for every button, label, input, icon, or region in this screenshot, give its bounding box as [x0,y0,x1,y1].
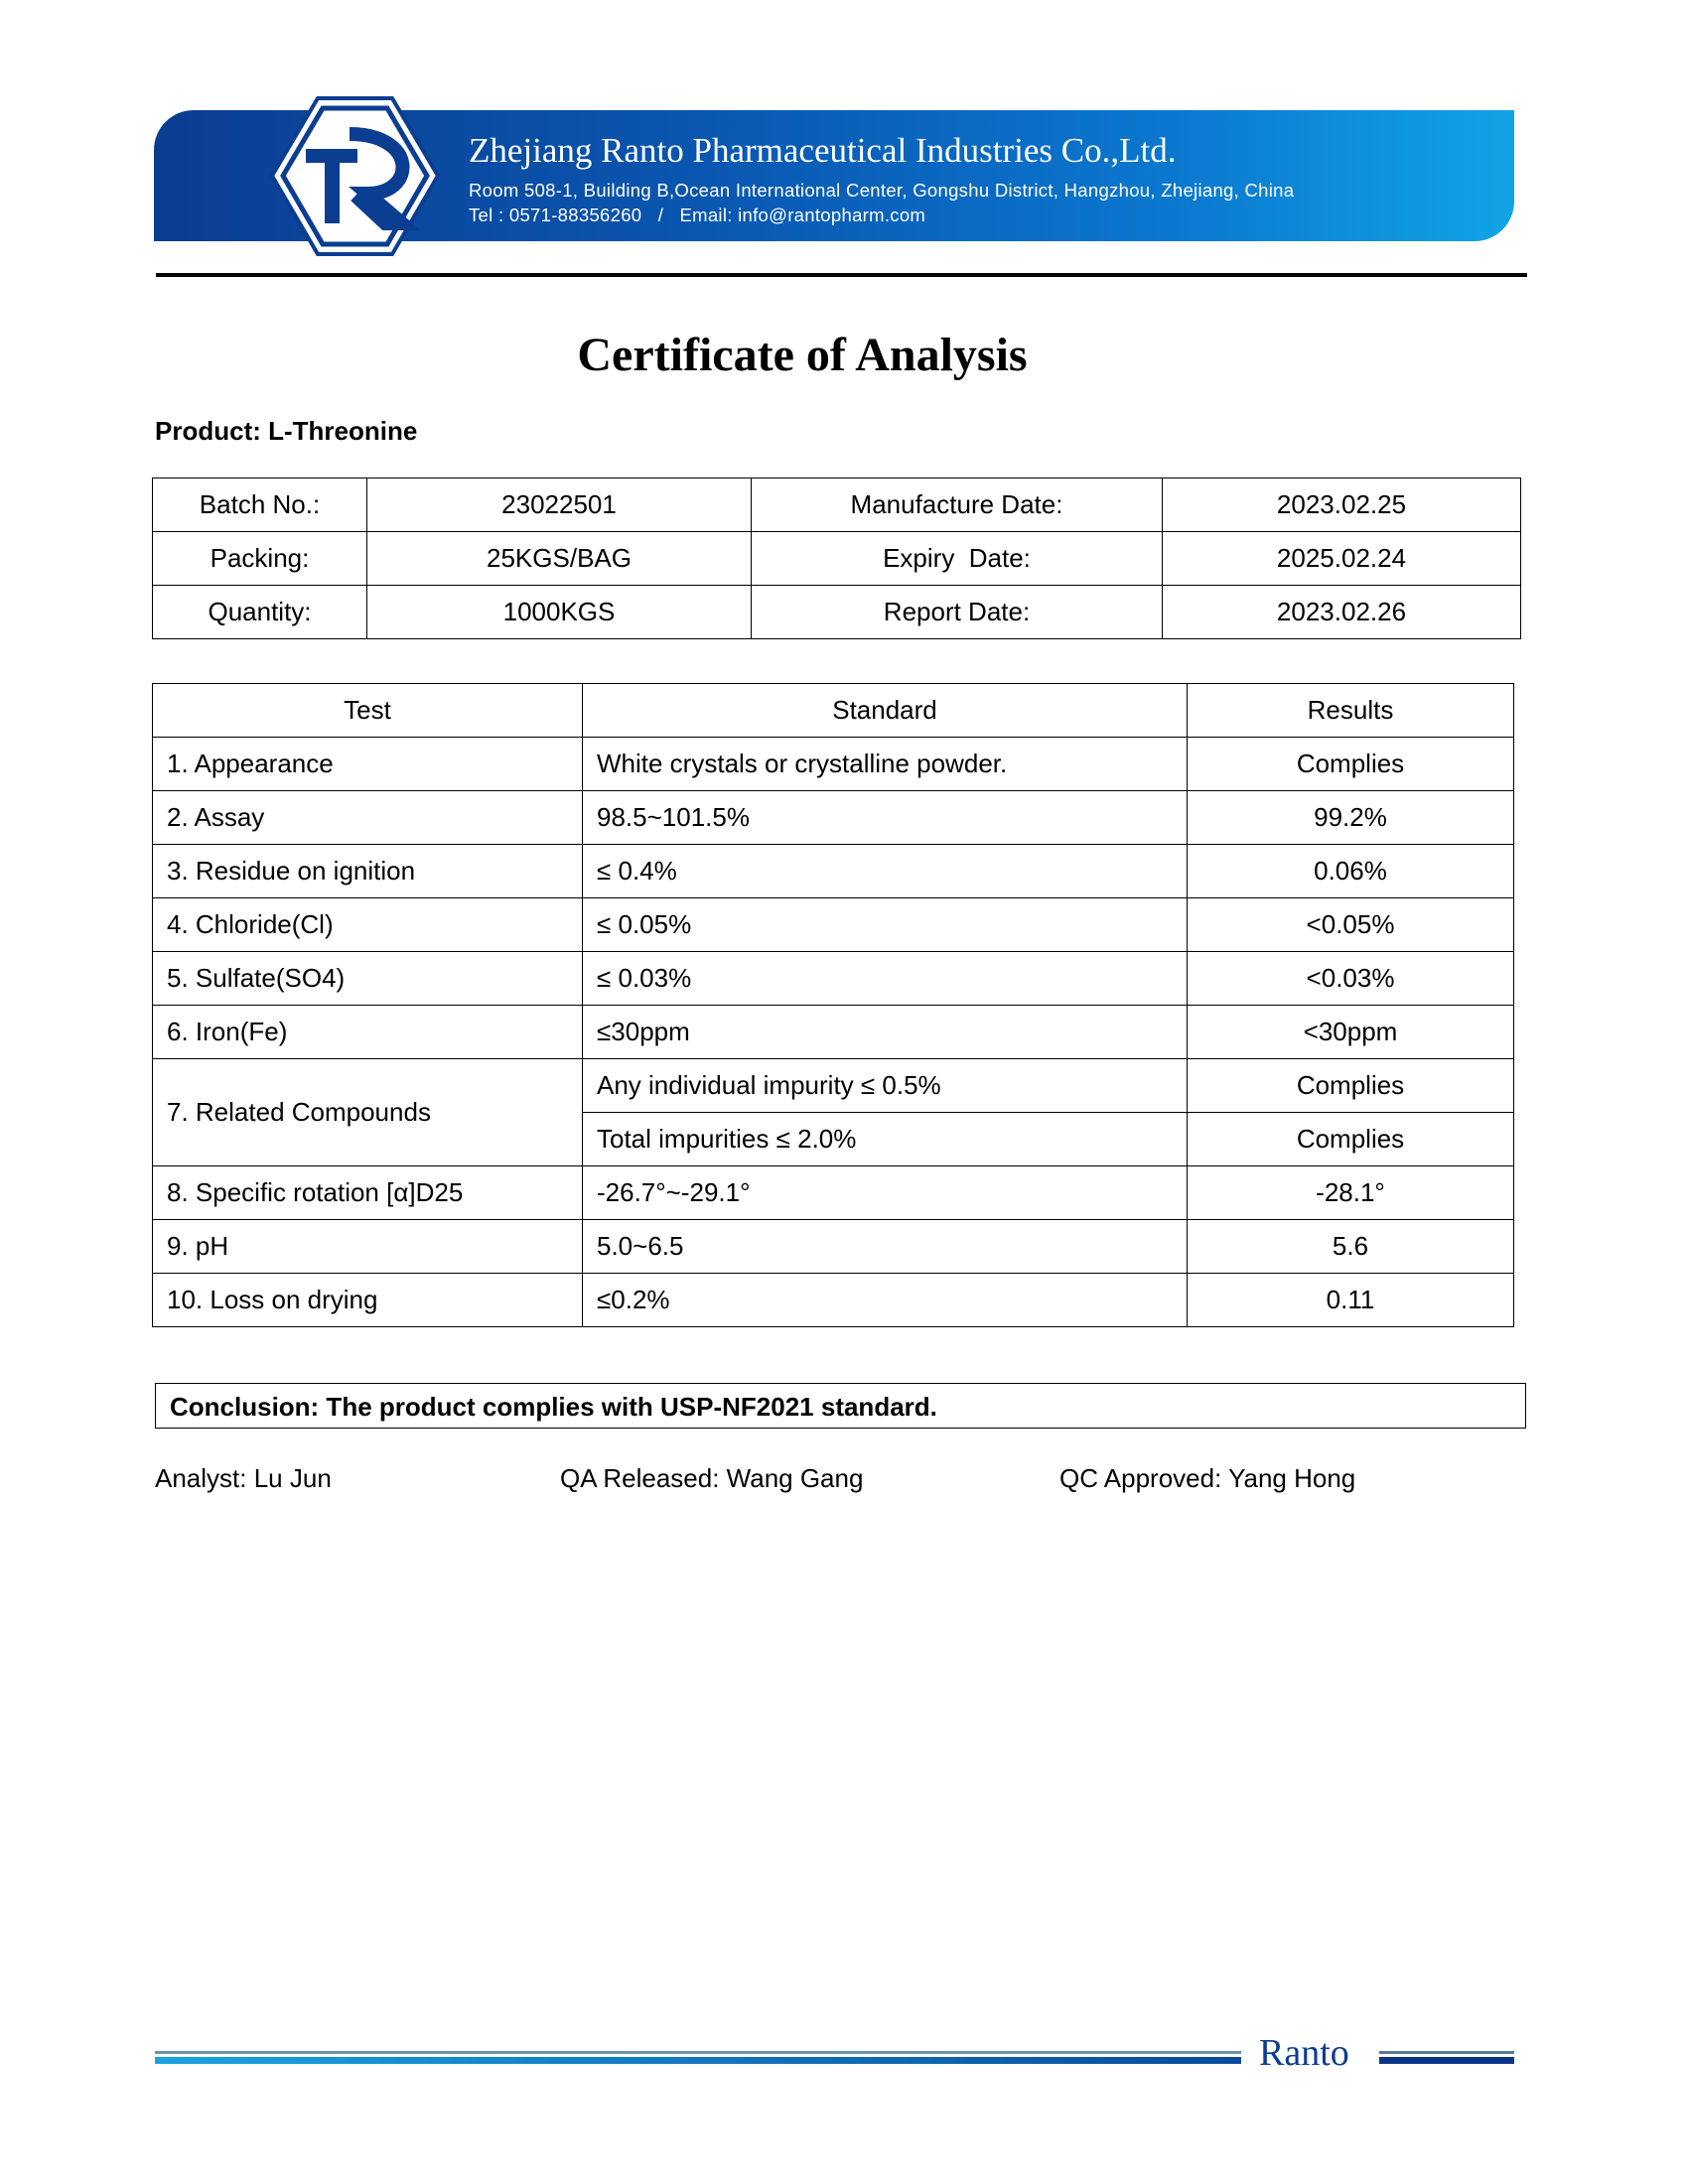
test-name: 8. Specific rotation [α]D25 [152,1165,583,1220]
table-row: 5. Sulfate(SO4) ≤ 0.03% <0.03% [152,951,1514,1006]
table-row: 10. Loss on drying ≤0.2% 0.11 [152,1273,1514,1327]
test-name: 4. Chloride(Cl) [152,897,583,952]
test-standard: ≤0.2% [582,1273,1188,1327]
info-label: Quantity: [152,585,367,639]
table-header-row: Test Standard Results [152,683,1514,738]
product-name: Product: L-Threonine [155,416,418,446]
footer-line [1379,2051,1514,2054]
test-standard: ≤ 0.05% [582,897,1188,952]
conclusion: Conclusion: The product complies with US… [155,1383,1526,1429]
table-row: 8. Specific rotation [α]D25 -26.7°~-29.1°… [152,1165,1514,1220]
info-value: 25KGS/BAG [366,531,752,586]
info-value: 2023.02.25 [1162,478,1521,532]
info-value: 23022501 [366,478,752,532]
table-row: 6. Iron(Fe) ≤30ppm <30ppm [152,1005,1514,1059]
info-value: 2023.02.26 [1162,585,1521,639]
company-address: Room 508-1, Building B,Ocean Internation… [469,180,1295,201]
test-result: 0.06% [1187,844,1514,898]
test-standard: Total impurities ≤ 2.0% [582,1112,1188,1166]
footer-line [1379,2057,1514,2064]
test-standard: ≤ 0.03% [582,951,1188,1006]
test-result: Complies [1187,1058,1514,1113]
column-header: Test [152,683,583,738]
info-label: Batch No.: [152,478,367,532]
test-result: <0.03% [1187,951,1514,1006]
qa-signature: QA Released: Wang Gang [560,1463,864,1493]
test-name: 9. pH [152,1219,583,1274]
test-result: Complies [1187,1112,1514,1166]
table-row: 2. Assay 98.5~101.5% 99.2% [152,790,1514,845]
test-result: 5.6 [1187,1219,1514,1274]
info-label: Report Date: [751,585,1163,639]
info-label: Expiry Date: [751,531,1163,586]
test-name: 7. Related Compounds [152,1058,583,1166]
table-row: 4. Chloride(Cl) ≤ 0.05% <0.05% [152,897,1514,952]
company-contact: Tel : 0571-88356260 / Email: info@rantop… [469,205,926,225]
table-row: Packing: 25KGS/BAG Expiry Date: 2025.02.… [152,531,1521,586]
test-results-table: Test Standard Results 1. Appearance White… [152,683,1514,1327]
table-row: Batch No.: 23022501 Manufacture Date: 20… [152,478,1521,532]
test-name: 1. Appearance [152,737,583,791]
column-header: Standard [582,683,1188,738]
table-row: 9. pH 5.0~6.5 5.6 [152,1219,1514,1274]
info-label: Packing: [152,531,367,586]
test-name: 5. Sulfate(SO4) [152,951,583,1006]
test-standard: 98.5~101.5% [582,790,1188,845]
test-result: Complies [1187,737,1514,791]
footer-line [155,2051,1241,2054]
test-name: 2. Assay [152,790,583,845]
test-result: 0.11 [1187,1273,1514,1327]
table-row: 7. Related Compounds Any individual impu… [152,1058,1514,1166]
test-name: 3. Residue on ignition [152,844,583,898]
test-result: -28.1° [1187,1165,1514,1220]
qc-signature: QC Approved: Yang Hong [1059,1463,1356,1493]
table-row: Total impurities ≤ 2.0% Complies [153,1112,1514,1166]
test-name: 6. Iron(Fe) [152,1005,583,1059]
test-standard: ≤ 0.4% [582,844,1188,898]
test-standard: Any individual impurity ≤ 0.5% [582,1058,1188,1113]
test-standard: ≤30ppm [582,1005,1188,1059]
info-label: Manufacture Date: [751,478,1163,532]
info-value: 1000KGS [366,585,752,639]
test-standard: -26.7°~-29.1° [582,1165,1188,1220]
batch-info-table: Batch No.: 23022501 Manufacture Date: 20… [152,478,1521,639]
test-result: 99.2% [1187,790,1514,845]
info-value: 2025.02.24 [1162,531,1521,586]
test-standard: 5.0~6.5 [582,1219,1188,1274]
test-standard: White crystals or crystalline powder. [582,737,1188,791]
document-title: Certificate of Analysis [577,329,1028,381]
header-divider [156,273,1527,277]
table-row: 3. Residue on ignition ≤ 0.4% 0.06% [152,844,1514,898]
test-name: 10. Loss on drying [152,1273,583,1327]
analyst-signature: Analyst: Lu Jun [155,1463,332,1493]
company-logo-icon [269,96,441,256]
footer-line [155,2057,1241,2064]
footer-brand: Ranto [1259,2032,1349,2074]
table-row: 1. Appearance White crystals or crystalli… [152,737,1514,791]
test-result: <0.05% [1187,897,1514,952]
company-name: Zhejiang Ranto Pharmaceutical Industries… [469,131,1177,170]
test-result: <30ppm [1187,1005,1514,1059]
column-header: Results [1187,683,1514,738]
table-row: Quantity: 1000KGS Report Date: 2023.02.2… [152,585,1521,639]
